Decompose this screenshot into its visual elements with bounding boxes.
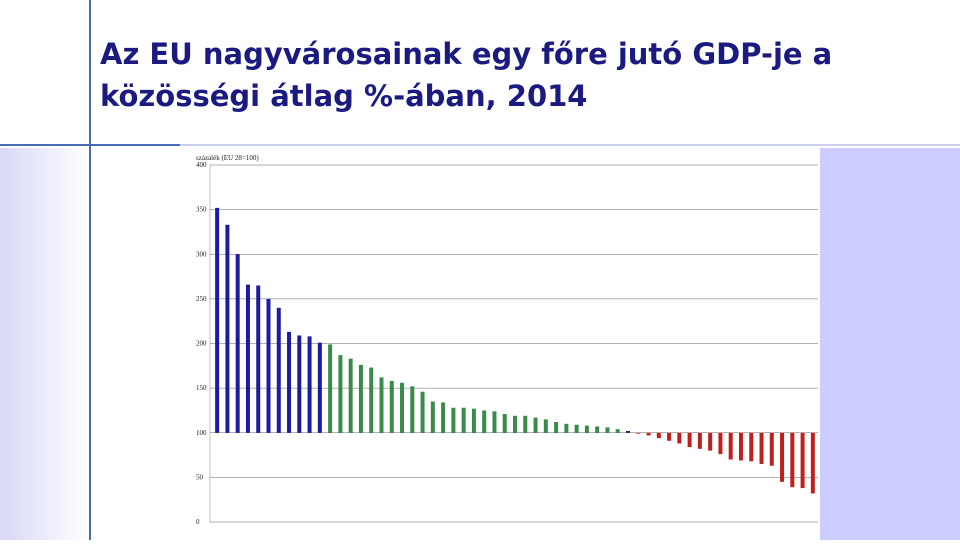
y-tick-label: 300 — [196, 250, 207, 258]
bar — [266, 298, 271, 433]
bar — [235, 254, 240, 433]
bar — [584, 425, 589, 433]
y-tick-label: 200 — [196, 340, 207, 348]
y-tick-label: 250 — [196, 295, 207, 303]
bar — [533, 417, 538, 433]
bar — [595, 426, 600, 433]
chart-area — [190, 148, 820, 540]
bar — [708, 432, 713, 451]
bar — [513, 415, 517, 433]
bar — [245, 284, 250, 433]
bar — [430, 401, 435, 433]
y-tick-label: 50 — [196, 473, 204, 481]
title: Az EU nagyvárosainak egy főre jutó GDP-j… — [100, 37, 832, 71]
bar — [625, 430, 630, 433]
bar — [317, 342, 322, 433]
bar — [543, 419, 548, 433]
bar — [461, 407, 466, 433]
bar — [605, 427, 610, 433]
bar — [297, 335, 302, 433]
bar — [749, 432, 754, 462]
bar — [667, 432, 672, 441]
bar — [800, 432, 805, 489]
bar — [451, 407, 456, 433]
bar — [502, 414, 507, 433]
bar — [554, 422, 559, 433]
bar — [656, 432, 661, 439]
bar — [307, 336, 312, 433]
bar — [718, 432, 723, 455]
bar — [400, 382, 405, 433]
right-panel — [820, 148, 960, 540]
bar — [790, 432, 795, 488]
bar — [564, 423, 569, 433]
bar — [389, 380, 394, 433]
y-tick-label: 100 — [196, 429, 207, 437]
bar — [636, 432, 641, 434]
bar — [810, 432, 815, 494]
bar — [482, 410, 487, 433]
bar — [697, 432, 702, 449]
y-tick-label: 400 — [196, 161, 207, 169]
y-axis-label: százalék (EU 28=100) — [196, 154, 259, 162]
bar — [769, 432, 774, 466]
bar — [215, 207, 220, 433]
y-tick-label: 350 — [196, 206, 207, 214]
bar — [358, 364, 363, 433]
bar — [328, 344, 333, 433]
bar — [338, 355, 343, 433]
left-strip — [0, 148, 90, 540]
bar — [646, 432, 651, 436]
bar — [615, 429, 620, 433]
bar — [523, 415, 528, 433]
bar — [379, 377, 384, 433]
bar — [225, 224, 230, 433]
bar — [780, 432, 785, 482]
title: közösségi átlag %-ában, 2014 — [100, 79, 587, 113]
bar — [420, 391, 425, 433]
bar — [759, 432, 764, 464]
bar — [287, 331, 292, 433]
bar — [677, 432, 682, 444]
bar — [738, 432, 743, 461]
y-tick-label: 0 — [196, 518, 200, 526]
bar — [256, 285, 261, 433]
bar — [687, 432, 692, 448]
bar — [728, 432, 733, 460]
bar — [276, 307, 281, 433]
bar — [574, 424, 579, 433]
bar — [410, 386, 415, 433]
y-tick-label: 150 — [196, 384, 207, 392]
bar — [348, 358, 353, 433]
bar — [369, 367, 374, 433]
bar — [492, 411, 497, 433]
bar — [471, 408, 476, 433]
bar — [441, 402, 446, 433]
